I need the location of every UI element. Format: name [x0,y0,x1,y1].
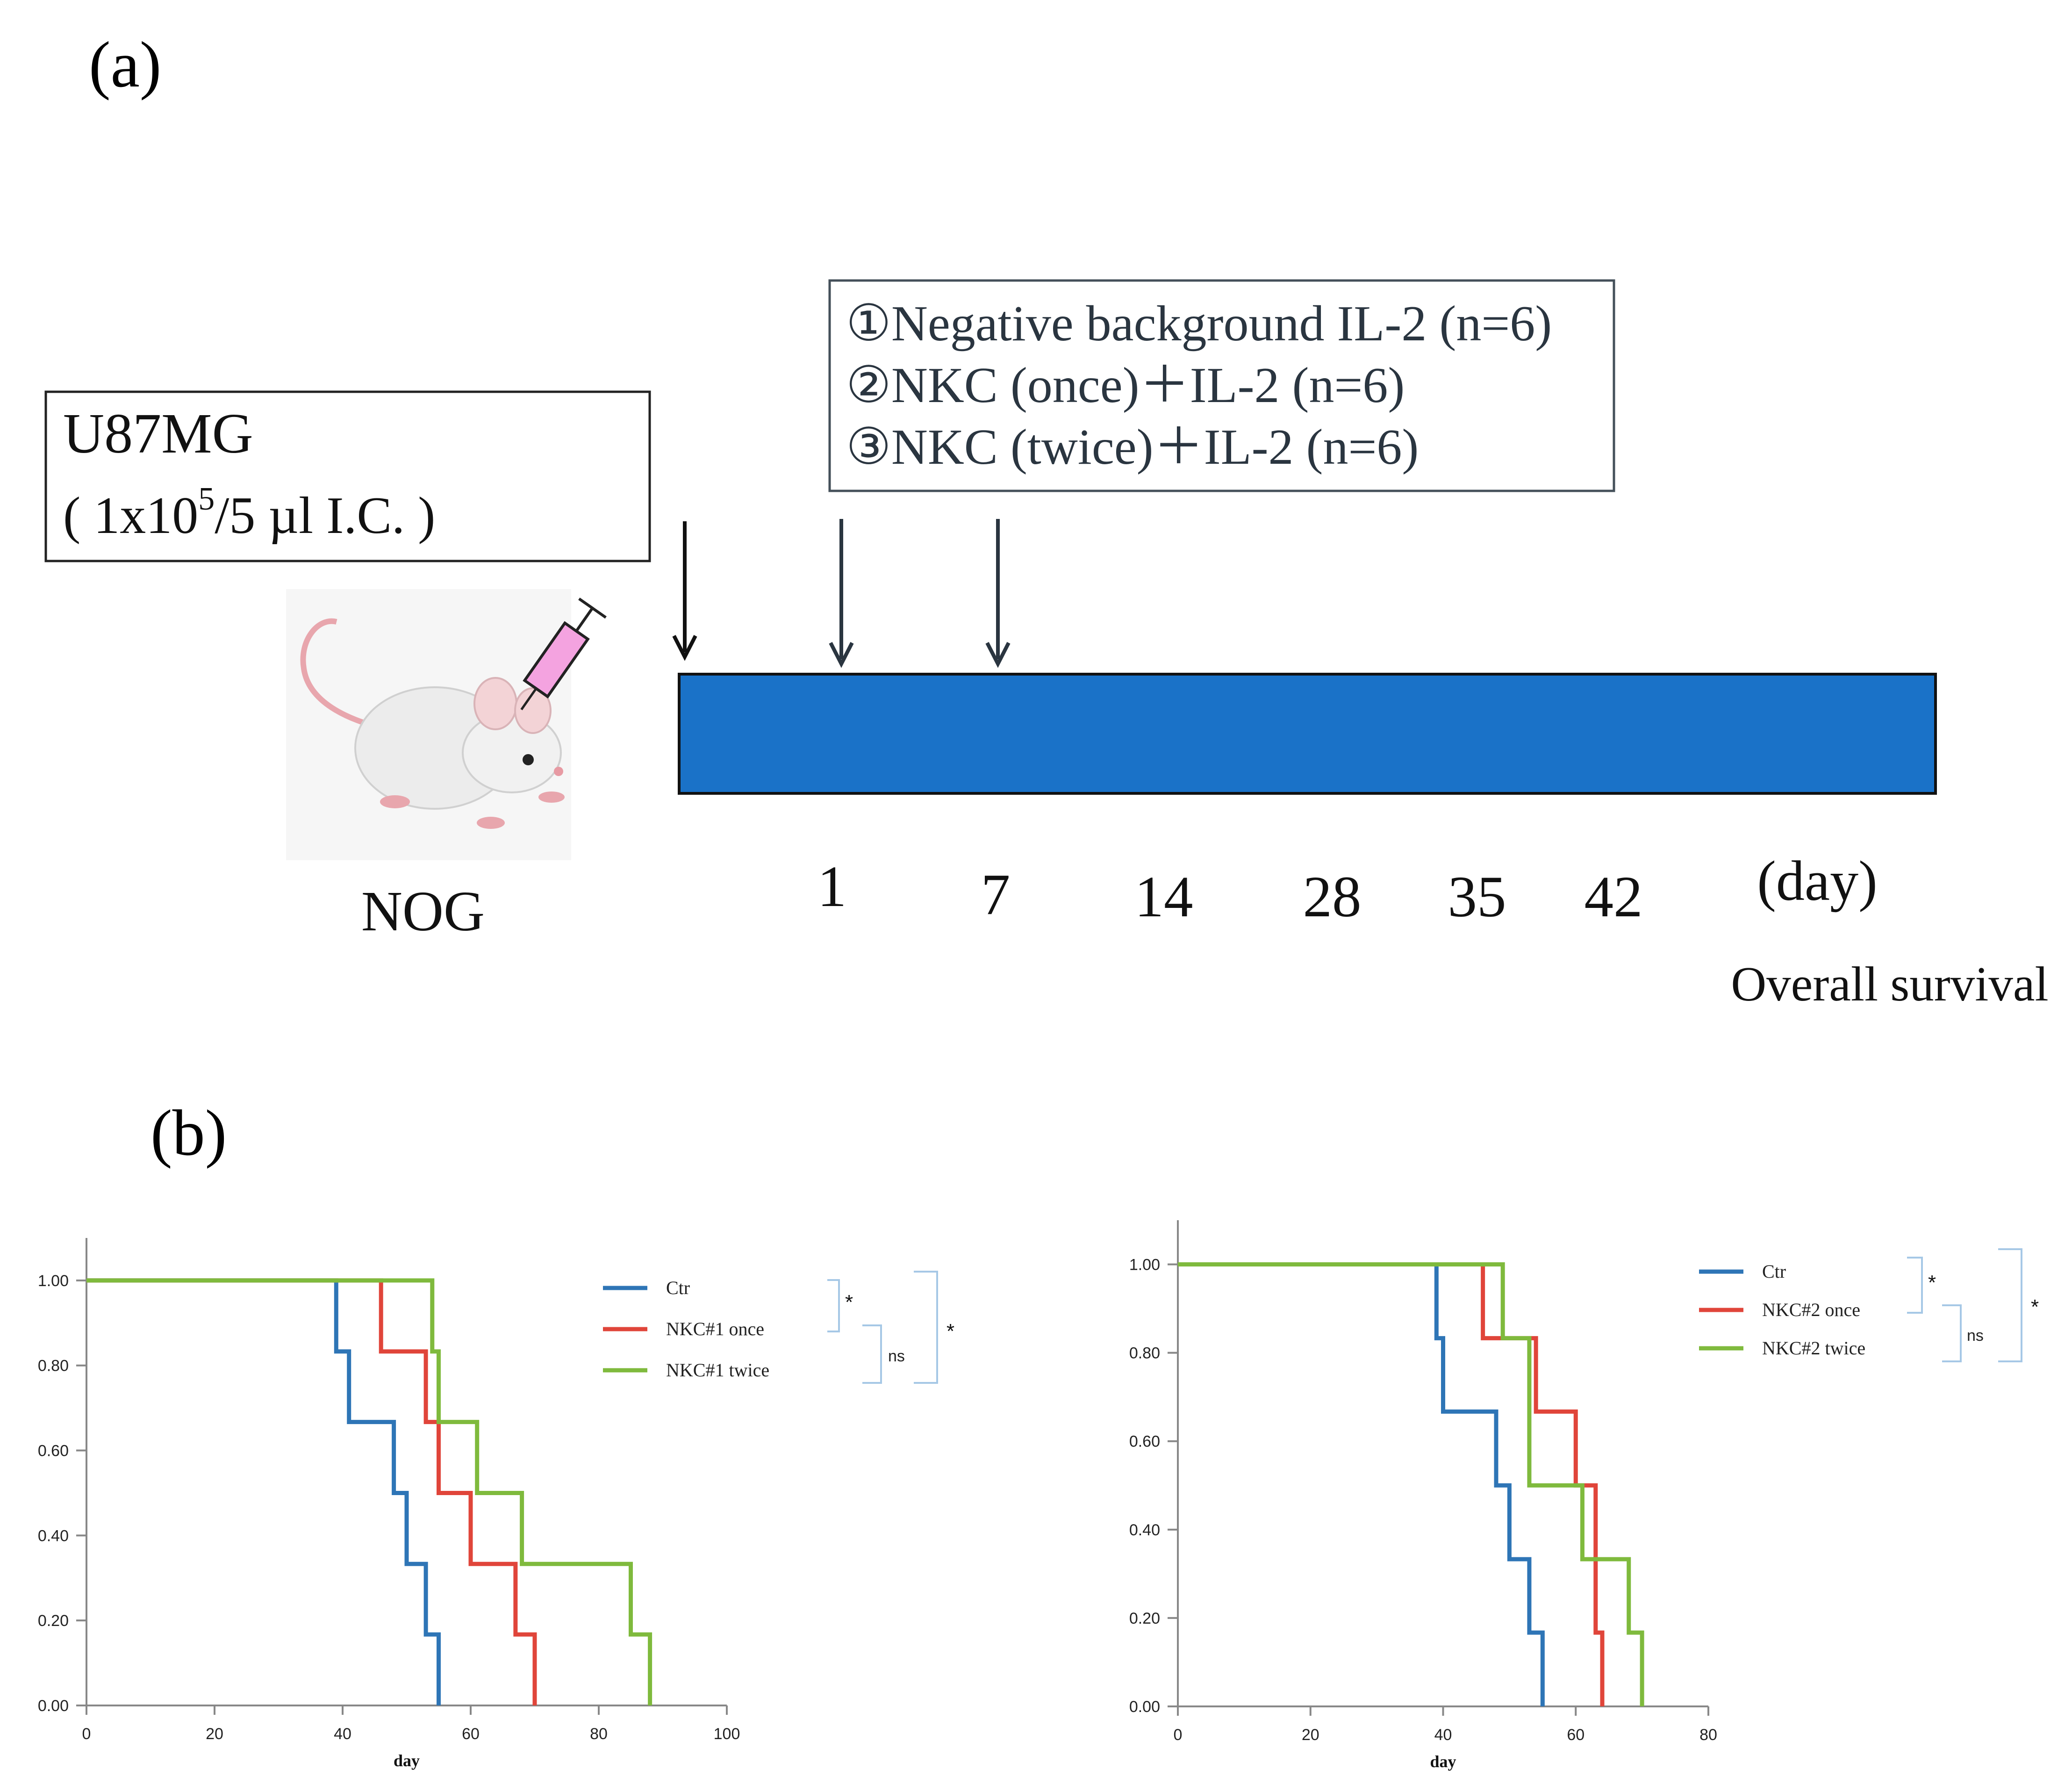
panel-a-label: (a) [89,29,161,101]
bracket-ctr-vs-once [1907,1257,1923,1314]
x-tick-label: 80 [590,1725,608,1743]
cell-line-box [44,390,651,562]
significance-once-vs-twice: ns [1967,1327,1984,1345]
syringe-needle [520,688,538,711]
km-curve-ctr [1178,1262,1545,1706]
y-tick-label: 1.00 [1129,1256,1160,1274]
nkc-dose-2-arrow-head [985,642,1011,668]
significance-ctr-vs-once: * [845,1291,853,1314]
legend-label: NKC#1 once [666,1318,764,1339]
treatment-group-2: ②NKC (once)＋IL-2 (n=6) [846,358,1405,413]
x-axis-title: day [1430,1752,1456,1771]
mouse-ear-right [514,687,552,734]
legend-label: Ctr [666,1277,690,1298]
mouse-strain-label: NOG [361,880,485,943]
km-curve-nkc-1-once [86,1278,537,1705]
nkc-dose-1-arrow [829,519,854,668]
survival-chart-nkc2: 0.00 0.20 0.40 0.60 0.80 1.00 0 20 40 60 80 day Ctr N… [1129,1220,2039,1771]
legend-label: NKC#2 once [1762,1299,1860,1320]
km-curve-nkc-2-once [1178,1262,1605,1706]
day-tick-35: 35 [1448,865,1506,929]
tumor-injection-arrow-head [672,635,697,661]
panel-b-label-text: (b) [151,1097,227,1169]
treatment-group-3: ③NKC (twice)＋IL-2 (n=6) [846,419,1419,475]
km-curve-nkc-2-twice [1178,1262,1644,1706]
nkc-dose-2-arrow [985,519,1011,668]
legend-label: Ctr [1762,1261,1786,1282]
mouse-nose [554,767,563,776]
y-tick-label: 0.00 [1129,1698,1160,1716]
x-tick-label: 40 [1434,1726,1452,1744]
mouse-paw-back [380,795,410,808]
cell-dose: ( 1x105/5 µl I.C. ) [63,481,435,545]
km-curve-nkc-1-twice [86,1278,652,1705]
day-tick-14: 14 [1135,865,1193,929]
syringe-plunger-rod [575,607,594,632]
syringe-plunger-cap [578,597,607,619]
mouse-paw-front-right [538,791,565,803]
survival-chart-nkc1: 0.00 0.20 0.40 0.60 0.80 1.00 0 20 40 60 80 100 day C… [38,1238,954,1770]
y-tick-label: 0.80 [1129,1345,1160,1362]
x-tick-label: 20 [1302,1726,1319,1744]
panel-b-label: (b) [151,1097,227,1169]
bracket-once-vs-twice [1942,1304,1962,1362]
day-tick-7: 7 [981,863,1011,927]
y-tick-label: 1.00 [38,1272,69,1290]
x-tick-label: 0 [82,1725,91,1743]
x-tick-label: 40 [334,1725,351,1743]
significance-ctr-vs-twice: * [2031,1295,2039,1318]
y-tick-label: 0.60 [38,1442,69,1460]
panel-a-label-text: (a) [89,29,161,101]
x-tick-label: 60 [1567,1726,1584,1744]
treatment-group-1: ①Negative background IL-2 (n=6) [846,296,1552,352]
cell-line-name: U87MG [63,402,253,465]
cell-dose-sup: 5 [198,481,215,517]
x-tick-label: 80 [1699,1726,1717,1744]
significance-ctr-vs-twice: * [946,1320,954,1343]
tumor-injection-arrow [672,521,697,661]
bracket-once-vs-twice [862,1324,882,1384]
treatment-box [828,279,1615,492]
day-tick-28: 28 [1303,865,1362,929]
x-tick-label: 100 [714,1725,740,1743]
day-tick-1: 1 [817,855,847,919]
x-tick-label: 60 [462,1725,480,1743]
bracket-ctr-vs-twice [914,1271,938,1384]
y-tick-label: 0.20 [38,1612,69,1630]
cell-dose-prefix: ( 1x10 [63,487,198,545]
nkc-dose-1-arrow-head [829,642,854,668]
day-unit-label: (day) [1757,849,1877,913]
y-tick-label: 0.20 [1129,1610,1160,1627]
x-tick-label: 0 [1174,1726,1183,1744]
y-tick-label: 0.60 [1129,1433,1160,1451]
significance-ctr-vs-once: * [1928,1271,1936,1294]
y-tick-label: 0.40 [38,1527,69,1545]
y-tick-label: 0.00 [38,1697,69,1715]
cell-dose-suffix: /5 µl I.C. ) [215,487,435,545]
mouse-ear-left [473,677,517,730]
significance-once-vs-twice: ns [888,1347,905,1365]
day-tick-42: 42 [1584,865,1643,929]
legend-label: NKC#1 twice [666,1360,769,1381]
bracket-ctr-vs-twice [1998,1248,2022,1362]
endpoint-label: Overall survival [1731,957,2048,1011]
x-axis-title: day [394,1751,420,1770]
km-curve-ctr [86,1278,441,1705]
mouse-tail [300,618,389,732]
legend-label: NKC#2 twice [1762,1338,1865,1359]
y-tick-label: 0.40 [1129,1521,1160,1539]
syringe-icon [520,597,607,711]
bracket-ctr-vs-once [827,1279,840,1332]
mouse-eye [523,754,534,765]
x-tick-label: 20 [206,1725,223,1743]
mouse-illustration [286,589,571,860]
mouse-paw-front [477,817,505,829]
y-tick-label: 0.80 [38,1357,69,1375]
experiment-timeline-bar [678,673,1937,795]
